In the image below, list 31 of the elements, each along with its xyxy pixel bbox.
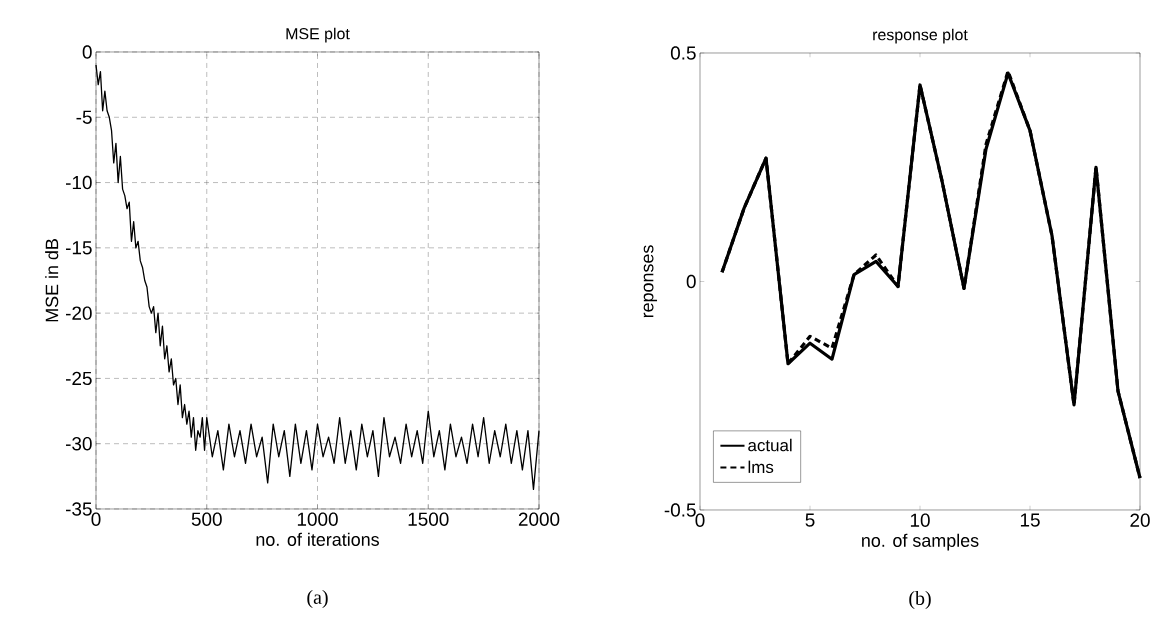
y-tick-label: -10 (65, 175, 92, 190)
chart-title: response plot (873, 28, 968, 44)
x-tick-label: 10 (910, 513, 930, 527)
x-tick-label: 20 (1130, 513, 1150, 527)
x-tick-label: 1000 (297, 512, 338, 526)
y-axis-title: MSE in dB (45, 239, 59, 322)
text: (b) (909, 590, 931, 610)
y-tick-label: 0.5 (670, 46, 696, 60)
y-axis-title: reponses (643, 245, 658, 318)
legend-label: actual (748, 438, 792, 452)
y-tick-label: -25 (65, 371, 92, 386)
legend-label: lms (748, 460, 774, 474)
y-tick-label: -15 (65, 241, 92, 255)
x-tick-label: 15 (1020, 513, 1040, 527)
x-tick-label: 5 (805, 513, 815, 527)
text: (a) (307, 589, 328, 609)
y-tick-label: 0 (686, 274, 696, 289)
x-tick-label: 1500 (408, 512, 449, 526)
y-tick-label: -20 (65, 306, 92, 320)
y-tick-label: 0 (82, 45, 92, 59)
chart-title: MSE plot (286, 27, 350, 43)
x-tick-label: 2000 (518, 512, 560, 526)
x-axis-title: no. of iterations (256, 532, 379, 546)
x-tick-label: 0 (91, 512, 101, 526)
y-tick-label: -0.5 (664, 503, 696, 517)
x-tick-label: 500 (191, 512, 222, 526)
y-tick-label: -35 (65, 502, 92, 516)
y-tick-label: -5 (76, 110, 92, 124)
x-tick-label: 0 (695, 513, 705, 527)
x-axis-title: no. of samples (862, 533, 979, 551)
y-tick-label: -30 (65, 437, 92, 451)
